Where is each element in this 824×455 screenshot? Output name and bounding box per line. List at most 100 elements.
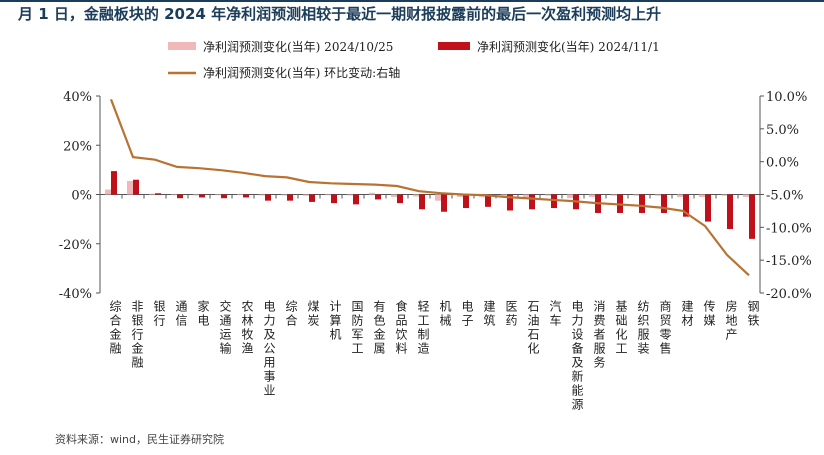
x-axis-category-label: 计算机 (328, 300, 342, 342)
bar-series-a (501, 194, 507, 196)
bar-series-b (419, 194, 425, 210)
bar-series-b (551, 194, 557, 209)
source-note: 资料来源：wind，民生证券研究院 (55, 433, 225, 446)
x-axis-category-label: 非银行金融 (130, 300, 144, 370)
x-axis-category-label: 电力及公用事业 (262, 300, 276, 398)
x-axis-category-label: 有色金属 (372, 300, 386, 356)
chart: 净利润预测变化(当年) 2024/10/25 净利润预测变化(当年) 2024/… (59, 39, 812, 412)
bar-series-b (441, 194, 447, 212)
bar-series-b (155, 193, 161, 195)
bar-series-b (177, 194, 183, 199)
bar-series-b (111, 171, 117, 195)
bar-series-a (721, 194, 727, 196)
bar-series-a (149, 193, 155, 195)
bar-series-b (727, 194, 733, 229)
x-axis-category-label: 通信 (174, 300, 188, 328)
bar-series-a (435, 194, 441, 201)
right-axis-tick-label: 0.0% (766, 156, 799, 171)
bar-series-b (749, 194, 755, 239)
bar-series-a (237, 194, 243, 195)
x-axis-category-label: 电子 (460, 300, 474, 328)
bar-series-a (127, 180, 133, 195)
bar-series-a (303, 194, 309, 196)
bar-series-a (413, 194, 419, 197)
x-axis-category-label: 医药 (504, 300, 518, 328)
x-axis-category-label: 商贸零售 (658, 299, 672, 356)
bar-series-a (369, 192, 375, 195)
x-axis-category-label: 建筑 (482, 300, 496, 328)
x-axis-category-label: 国防军工 (350, 300, 364, 356)
bar-series-a (259, 194, 265, 196)
right-axis-tick-label: -15.0% (766, 254, 812, 269)
bar-series-b (683, 194, 689, 217)
bar-series-b (375, 194, 381, 200)
legend-label-series-a: 净利润预测变化(当年) 2024/10/25 (203, 39, 393, 54)
legend-label-series-b: 净利润预测变化(当年) 2024/11/1 (477, 39, 660, 54)
bar-series-a (171, 194, 177, 196)
x-axis-category-label: 电力设备及新能源 (570, 300, 584, 412)
x-axis-category-label: 钢铁 (746, 300, 760, 328)
legend-swatch-series-a (168, 42, 196, 50)
bar-series-b (243, 194, 249, 198)
bar-series-b (463, 194, 469, 209)
x-axis-category-label: 建材 (680, 300, 694, 328)
bar-series-a (281, 194, 287, 196)
bar-series-b (639, 194, 645, 213)
bar-series-a (611, 194, 617, 196)
legend-label-series-c: 净利润预测变化(当年) 环比变动:右轴 (203, 65, 400, 80)
bar-series-b (661, 194, 667, 213)
bar-series-a (743, 194, 749, 197)
left-axis-tick-label: -20% (59, 238, 92, 253)
x-axis-category-label: 基础化工 (614, 300, 628, 356)
bar-series-a (215, 194, 221, 196)
bar-series-a (677, 194, 683, 197)
bar-series-a (699, 194, 705, 197)
right-axis-tick-label: 10.0% (766, 90, 807, 105)
bar-series-b (133, 179, 139, 195)
bar-series-b (485, 194, 491, 207)
bar-series-a (347, 194, 353, 196)
x-axis-category-label: 农林牧渔 (240, 300, 254, 356)
bar-series-a (105, 189, 111, 195)
bar-series-a (457, 194, 463, 197)
bar-series-b (397, 194, 403, 204)
x-axis-category-label: 消费者服务 (592, 300, 606, 370)
x-axis-category-label: 传媒 (702, 299, 716, 328)
x-axis-category-label: 汽车 (548, 299, 562, 328)
bar-series-a (391, 194, 397, 197)
bar-series-b (507, 194, 513, 211)
bar-series-a (325, 194, 331, 196)
bar-series-b (199, 194, 205, 198)
left-axis-tick-label: 40% (63, 90, 92, 105)
bar-series-a (545, 194, 551, 196)
headline-rule (0, 0, 824, 2)
bar-series-a (633, 194, 639, 196)
left-axis-tick-label: 0% (71, 189, 92, 204)
bar-series-a (567, 194, 573, 199)
bar-series-b (529, 194, 535, 210)
bar-series-a (655, 194, 661, 196)
legend-swatch-series-b (438, 42, 470, 50)
bar-series-b (309, 194, 315, 202)
line-series-c (109, 98, 750, 277)
x-axis-category-label: 轻工制造 (416, 300, 430, 356)
plot-area: 40% 20% 0% -20% -40% 10.0% 5.0% 0.0% -5.0% -10.0%… (59, 90, 812, 412)
right-axis-tick-label: -10.0% (766, 221, 812, 236)
right-axis-tick-label: -20.0% (766, 287, 812, 302)
x-axis-category-label: 银行 (152, 300, 166, 328)
x-axis-category-label: 家电 (196, 299, 210, 328)
right-axis-tick-label: 5.0% (766, 123, 799, 138)
headline-text: 月 1 日，金融板块的 2024 年净利润预测相较于最近一期财报披露前的最后一次… (18, 5, 662, 23)
legend: 净利润预测变化(当年) 2024/10/25 净利润预测变化(当年) 2024/… (168, 39, 660, 80)
left-axis-tick-label: 20% (63, 139, 92, 154)
x-axis-category-label: 纺织服装 (636, 300, 650, 356)
bar-series-b (287, 194, 293, 201)
x-axis-category-label: 综合 (284, 300, 298, 328)
x-axis-category-label: 煤炭 (306, 300, 320, 328)
bar-series-a (193, 194, 199, 196)
x-axis-category-label: 交通运输 (218, 299, 232, 356)
x-axis-category-label: 食品饮料 (394, 299, 408, 356)
right-axis-tick-label: -5.0% (766, 189, 803, 204)
left-axis-tick-label: -40% (59, 287, 92, 302)
x-axis-category-label: 机械 (438, 300, 452, 328)
